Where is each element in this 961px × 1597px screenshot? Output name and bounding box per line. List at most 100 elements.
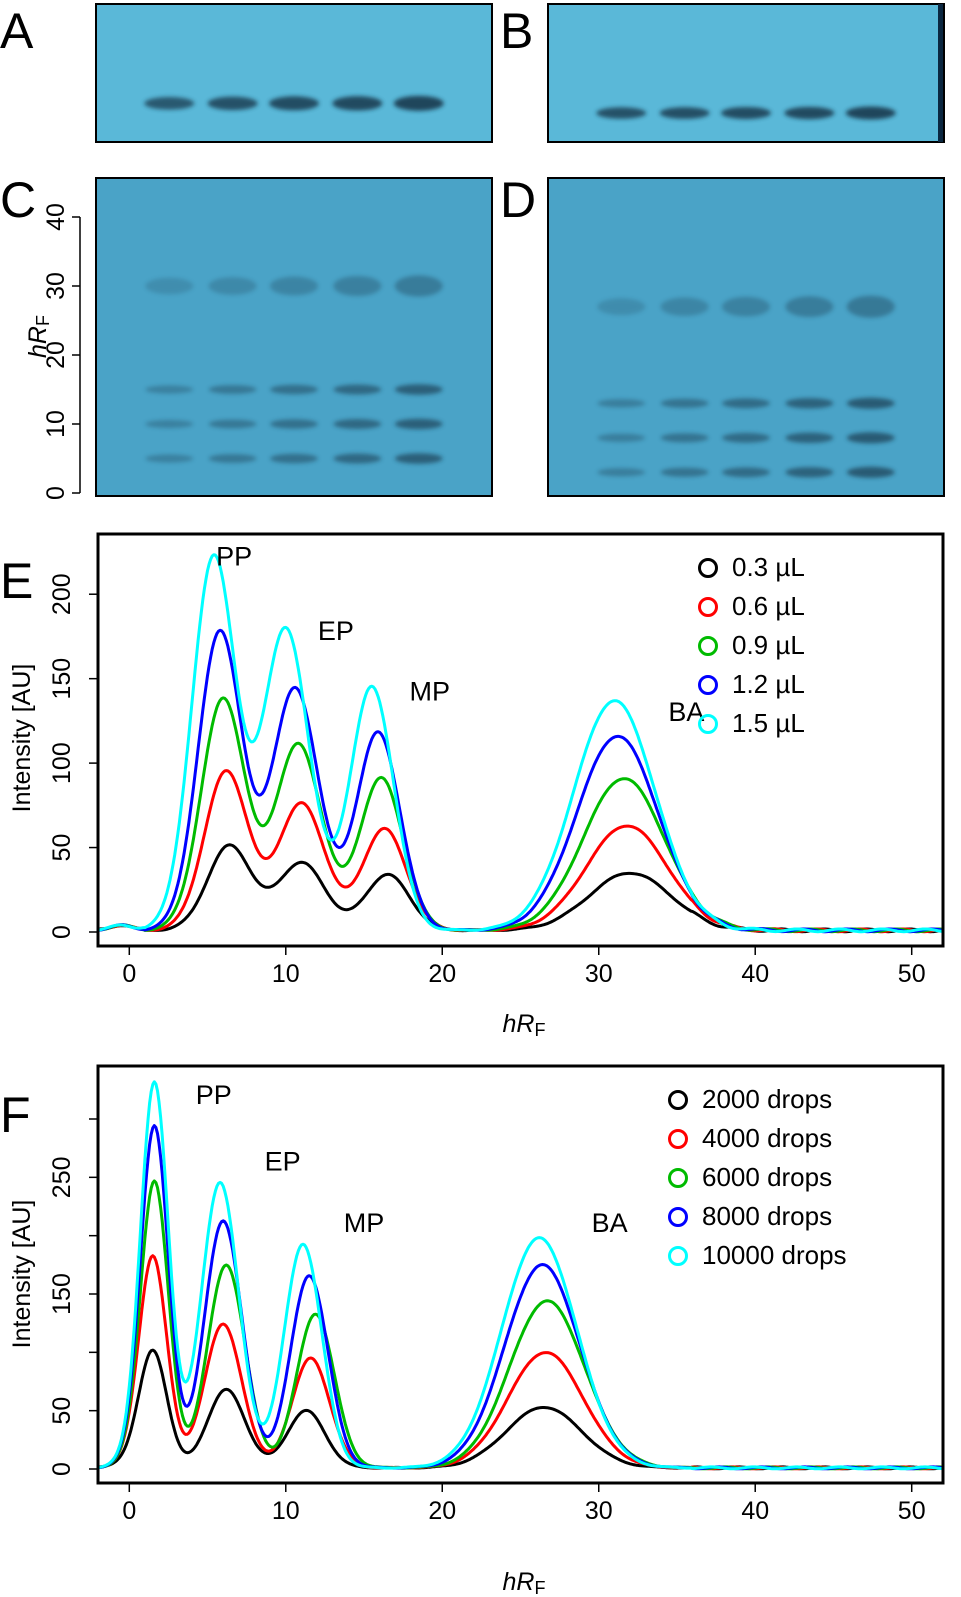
chart-e-legend-label: 0.3 µL	[732, 552, 805, 582]
band-c-lane3-0	[270, 453, 318, 464]
chart-f-y-tick-label: 50	[48, 1397, 76, 1425]
chart-e-x-tick-label: 50	[898, 960, 926, 988]
chart-f-legend-marker	[668, 1090, 688, 1110]
chart-f-peak-label: EP	[265, 1146, 301, 1176]
plate-image-a	[95, 3, 493, 143]
panel-label-d: D	[500, 172, 536, 228]
chart-f-peak-label: PP	[196, 1080, 232, 1110]
band-b-lane5-0	[845, 106, 896, 120]
panel-label-a: A	[0, 3, 34, 59]
plate-c-background	[95, 177, 493, 497]
chart-f-x-tick-label: 10	[272, 1497, 300, 1525]
chart-e-series-line-3	[99, 696, 942, 934]
band-c-lane1-2	[145, 385, 194, 394]
band-b-lane4-0	[784, 106, 835, 120]
plate-image-c	[95, 177, 493, 497]
chart-f-peak-label: BA	[592, 1208, 628, 1238]
chart-f-peak-label: MP	[344, 1208, 385, 1238]
chart-f-legend-marker	[668, 1246, 688, 1266]
chart-f-legend-label: 10000 drops	[702, 1240, 847, 1270]
chart-f-legend-label: 6000 drops	[702, 1162, 832, 1192]
band-d-lane2-1	[660, 433, 709, 443]
plate-axis-tick-label: 30	[42, 272, 70, 300]
plate-axis-tick-label: 20	[42, 341, 70, 369]
band-c-lane3-2	[270, 384, 318, 395]
chart-f-legend-marker	[668, 1168, 688, 1188]
plate-axis-tick-label: 0	[42, 486, 70, 500]
chart-f-x-tick-label: 0	[122, 1497, 136, 1525]
band-d-lane4-0	[785, 467, 834, 478]
band-c-lane3-1	[270, 419, 318, 429]
chart-e-x-axis-label-sub: F	[534, 1020, 545, 1040]
band-d-lane2-0	[660, 467, 709, 477]
chart-e-series-line-2	[99, 769, 942, 934]
band-c-lane2-3	[208, 277, 257, 295]
plate-axis-tick-label: 40	[42, 203, 70, 231]
band-c-lane5-2	[394, 384, 443, 395]
band-a-lane2-0	[207, 96, 258, 111]
chart-f-y-tick-label: 250	[48, 1156, 76, 1198]
band-d-lane4-3	[785, 296, 834, 318]
band-c-lane1-3	[145, 277, 194, 295]
chart-f-legend-label: 4000 drops	[702, 1123, 832, 1153]
band-d-lane1-3	[597, 298, 646, 316]
band-c-lane1-0	[145, 454, 194, 463]
chart-e-legend-marker	[698, 597, 718, 617]
band-d-lane1-2	[597, 399, 646, 408]
plate-image-b	[547, 3, 945, 143]
plate-y-axis: 0 10 20 30 40	[42, 203, 81, 500]
chart-f-series-line-5	[99, 1080, 942, 1471]
band-d-lane3-1	[722, 432, 770, 443]
band-b-lane3-0	[721, 106, 771, 120]
chart-f-legend-label: 8000 drops	[702, 1201, 832, 1231]
band-c-lane4-2	[333, 384, 382, 395]
band-d-lane2-2	[660, 398, 709, 408]
chart-e-peak-label: MP	[409, 677, 450, 707]
chart-f-series-line-2	[99, 1254, 942, 1471]
band-a-lane5-0	[393, 95, 444, 111]
band-c-lane5-3	[394, 275, 443, 297]
band-c-lane2-0	[208, 454, 257, 463]
band-b-lane2-0	[659, 107, 710, 119]
plate-y-axis-label-main: hR	[24, 326, 52, 358]
chart-e-legend-marker	[698, 714, 718, 734]
chart-e-legend-marker	[698, 636, 718, 656]
chart-e-y-axis-label: Intensity [AU]	[8, 664, 36, 813]
chart-e-x-tick-label: 40	[741, 960, 769, 988]
chart-f: 0 10 20 30 40 50 0 50 150 250 PP EP MP BA 2000 drops 40…	[48, 1064, 945, 1525]
band-d-lane2-3	[660, 297, 709, 316]
band-c-lane4-0	[333, 453, 382, 464]
band-c-lane3-3	[270, 276, 318, 296]
plate-d-background	[547, 177, 945, 497]
chart-f-frame	[96, 1064, 945, 1485]
chart-e-x-axis-label: hRF	[503, 1010, 546, 1040]
band-d-lane4-1	[785, 432, 834, 443]
plate-b-background	[547, 3, 945, 143]
band-c-lane2-1	[208, 419, 257, 429]
band-c-lane5-1	[394, 418, 443, 430]
chart-f-x-tick-label: 20	[428, 1497, 456, 1525]
chart-f-y-tick-label: 0	[48, 1462, 76, 1476]
band-c-lane4-3	[333, 276, 382, 296]
band-d-lane5-3	[846, 295, 895, 318]
band-d-lane5-2	[846, 397, 895, 409]
chart-e-x-tick-label: 0	[122, 960, 136, 988]
panel-label-f: F	[0, 1087, 31, 1143]
band-c-lane5-0	[394, 453, 443, 464]
chart-e-legend-label: 1.5 µL	[732, 708, 805, 738]
chart-e-y-tick-label: 0	[48, 925, 76, 939]
band-d-lane3-0	[722, 467, 770, 478]
band-d-lane1-0	[597, 468, 646, 477]
chart-e-x-axis-label-main: hR	[503, 1010, 535, 1038]
chart-f-x-axis-label: hRF	[503, 1568, 546, 1597]
chart-e-series-line-5	[99, 553, 942, 934]
chart-f-y-tick-label: 150	[48, 1273, 76, 1315]
band-a-lane1-0	[144, 97, 195, 110]
chart-e-peak-label: PP	[216, 542, 252, 572]
chart-f-x-tick-label: 50	[898, 1497, 926, 1525]
chart-f-x-axis-label-sub: F	[534, 1578, 545, 1597]
band-d-lane3-3	[722, 296, 770, 317]
plate-a-background	[95, 3, 493, 143]
band-c-lane2-2	[208, 385, 257, 394]
